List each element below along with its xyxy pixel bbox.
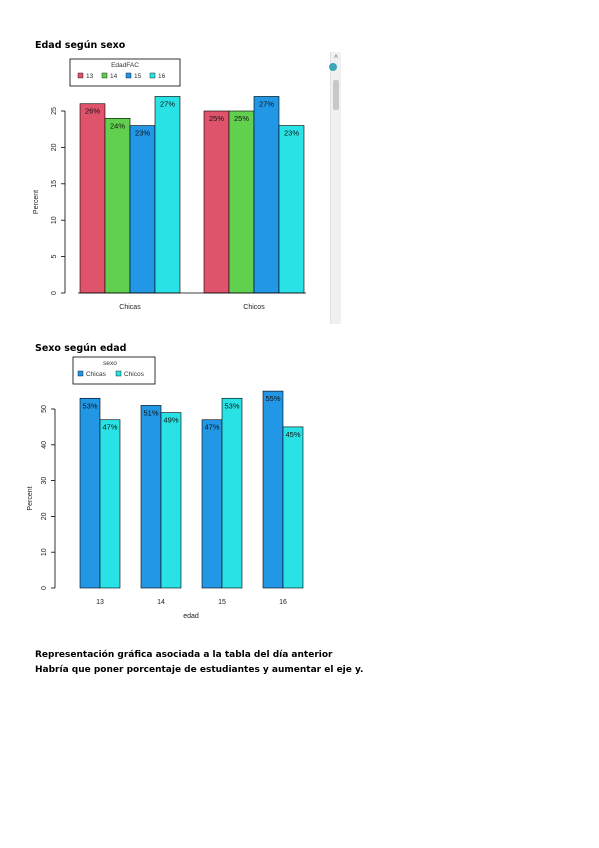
x-category-label: 16	[279, 599, 287, 606]
bar-data-label: 27%	[259, 99, 274, 108]
y-tick-label: 30	[41, 477, 48, 485]
bar	[282, 426, 304, 589]
chart1-heading: Edad según sexo	[35, 40, 126, 51]
y-tick-label: 15	[51, 180, 58, 188]
bar-data-label: 23%	[135, 129, 150, 138]
x-category-label: Chicas	[119, 304, 141, 311]
bar-data-label: 53%	[82, 401, 97, 410]
legend-label: Chicas	[86, 371, 107, 378]
bar-data-label: 24%	[110, 121, 125, 130]
bar	[221, 397, 243, 589]
bar	[262, 390, 284, 589]
vertical-scrollbar[interactable]: ˄	[330, 52, 341, 324]
legend-label: 14	[110, 73, 118, 80]
legend-box	[72, 356, 156, 385]
legend-label: 13	[86, 73, 94, 80]
x-category-label: Chicos	[243, 304, 265, 311]
bar	[140, 405, 162, 589]
bar	[129, 125, 156, 294]
legend-label: Chicos	[124, 371, 145, 378]
bar-data-label: 47%	[204, 423, 219, 432]
bar-data-label: 25%	[234, 114, 249, 123]
bar	[160, 412, 182, 589]
bar-data-label: 53%	[224, 401, 239, 410]
note-line-1: Representación gráfica asociada a la tab…	[35, 650, 333, 660]
legend-swatch	[77, 370, 84, 377]
bar-data-label: 49%	[163, 416, 178, 425]
legend-label: 15	[134, 73, 142, 80]
y-axis-title: Percent	[33, 190, 40, 214]
chart-sexo-segun-edad: 0 10 20 30 40 50 Percent 53% 47% 13 51% 49% 14 47% 53%…	[27, 356, 304, 620]
bar-data-label: 45%	[285, 430, 300, 439]
legend-label: 16	[158, 73, 166, 80]
bar	[79, 397, 101, 589]
x-category-label: 15	[218, 599, 226, 606]
legend-swatch	[115, 370, 122, 377]
y-tick-label: 20	[41, 512, 48, 520]
bar	[154, 96, 181, 294]
bar	[278, 125, 305, 294]
bar-data-label: 23%	[284, 129, 299, 138]
scroll-up-arrow-icon[interactable]: ˄	[333, 54, 339, 61]
y-tick-label: 10	[51, 216, 58, 224]
bar-data-label: 55%	[265, 394, 280, 403]
bar	[228, 110, 255, 294]
legend-title: sexo	[103, 360, 117, 367]
bar	[79, 103, 106, 294]
bar	[253, 96, 280, 294]
bar	[201, 419, 223, 589]
bar	[203, 110, 230, 294]
y-tick-label: 0	[41, 586, 48, 590]
bar	[99, 419, 121, 589]
bar-data-label: 27%	[160, 99, 175, 108]
legend-swatch	[149, 72, 156, 79]
y-tick-label: 0	[51, 291, 58, 295]
scroll-thumb[interactable]	[333, 80, 339, 110]
bar-data-label: 25%	[209, 114, 224, 123]
y-axis-title: Percent	[27, 486, 34, 510]
y-tick-label: 5	[51, 255, 58, 259]
note-line-2: Habría que poner porcentaje de estudiant…	[35, 665, 364, 675]
legend-title: EdadFAC	[111, 62, 139, 69]
legend-box	[69, 58, 181, 87]
scroll-handle-dot[interactable]	[329, 63, 337, 71]
y-tick-label: 25	[51, 107, 58, 115]
legend-swatch	[77, 72, 84, 79]
x-axis-title: edad	[183, 613, 199, 620]
legend-swatch	[125, 72, 132, 79]
x-category-label: 13	[96, 599, 104, 606]
bar	[104, 117, 131, 294]
bar-data-label: 47%	[102, 423, 117, 432]
bar-data-label: 26%	[85, 107, 100, 116]
y-tick-label: 40	[41, 441, 48, 449]
chart2-heading: Sexo según edad	[35, 343, 127, 354]
chart-edad-segun-sexo: 0 5 10 15 20 25 Percent 26% 24% 23% 27% Chicas 25% 25…	[33, 58, 306, 311]
x-category-label: 14	[157, 599, 165, 606]
y-tick-label: 20	[51, 143, 58, 151]
legend-swatch	[101, 72, 108, 79]
y-tick-label: 10	[41, 548, 48, 556]
y-tick-label: 50	[41, 405, 48, 413]
bar-data-label: 51%	[143, 408, 158, 417]
